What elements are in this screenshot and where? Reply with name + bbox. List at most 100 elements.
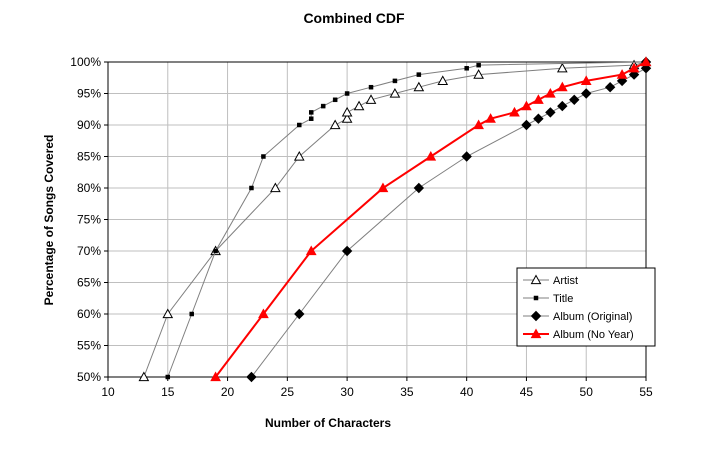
data-point-album-no-year — [473, 119, 484, 130]
data-point-album-no-year — [377, 182, 389, 193]
data-point-album-no-year — [509, 106, 520, 117]
data-point-title — [344, 91, 350, 96]
data-point-album-original — [533, 113, 544, 124]
data-point-artist — [473, 69, 484, 79]
data-point-album-original — [557, 100, 568, 112]
data-point-album-original — [521, 119, 532, 131]
legend-entry-title: Title — [523, 293, 573, 305]
data-point-album-original — [545, 107, 556, 118]
series-group — [138, 56, 652, 383]
chart-title: Combined CDF — [303, 10, 405, 26]
y-tick-label: 65% — [77, 276, 101, 290]
x-tick-label: 30 — [340, 385, 354, 399]
data-point-album-no-year — [533, 94, 544, 104]
data-point-album-no-year — [210, 371, 221, 382]
y-tick-label: 85% — [77, 150, 101, 164]
legend-label: Album (No Year) — [553, 329, 634, 341]
data-point-album-no-year — [580, 75, 592, 85]
y-tick-label: 80% — [77, 181, 101, 195]
x-tick-label: 35 — [400, 385, 414, 399]
data-point-album-no-year — [616, 69, 628, 79]
data-point-artist — [556, 62, 568, 73]
y-tick-label: 55% — [77, 339, 101, 353]
data-point-title — [249, 185, 254, 191]
grid — [108, 62, 646, 377]
y-tick-label: 100% — [70, 55, 101, 69]
legend-marker — [533, 295, 539, 301]
data-point-artist — [353, 100, 365, 111]
x-tick-label: 10 — [101, 385, 115, 399]
data-point-title — [392, 78, 398, 84]
data-point-title — [297, 122, 302, 128]
x-tick-label: 40 — [460, 385, 474, 399]
data-point-album-original — [413, 182, 425, 194]
data-point-artist — [270, 182, 281, 193]
legend-entry-album-no-year: Album (No Year) — [523, 328, 634, 341]
y-tick-label: 90% — [77, 118, 101, 132]
data-point-artist — [329, 119, 341, 130]
data-point-album-original — [461, 151, 472, 162]
data-point-title — [261, 154, 266, 159]
y-tick-label: 50% — [77, 370, 101, 384]
legend-label: Artist — [553, 275, 578, 287]
data-point-artist — [413, 81, 425, 92]
data-point-album-no-year — [305, 245, 317, 256]
data-point-album-original — [341, 245, 353, 257]
y-tick-label: 95% — [77, 87, 101, 101]
data-point-title — [320, 103, 326, 109]
data-point-album-no-year — [485, 113, 496, 123]
data-point-title — [308, 116, 314, 121]
axis-ticks: 10 15 20 25 30 35 40 45 50 55 50% 55% 60% 65% 70% 75% 80… — [70, 55, 653, 399]
data-point-album-original — [604, 81, 616, 93]
data-point-artist — [138, 371, 150, 382]
data-point-album-original — [246, 371, 257, 383]
y-tick-label: 75% — [77, 213, 101, 227]
data-point-title — [165, 374, 171, 380]
data-point-album-no-year — [521, 100, 532, 111]
x-tick-label: 20 — [221, 385, 235, 399]
data-point-artist — [437, 75, 449, 85]
data-point-title — [368, 84, 374, 90]
x-tick-label: 45 — [520, 385, 534, 399]
series-line-album-original — [251, 62, 647, 378]
x-axis-title: Number of Characters — [265, 416, 391, 430]
data-point-album-no-year — [556, 81, 568, 92]
data-point-title — [416, 72, 422, 77]
x-tick-label: 50 — [580, 385, 594, 399]
y-tick-label: 70% — [77, 244, 101, 258]
data-point-artist — [162, 308, 174, 319]
data-point-artist — [365, 94, 377, 104]
data-point-album-original — [294, 308, 305, 320]
x-tick-label: 25 — [281, 385, 295, 399]
data-point-title — [308, 110, 314, 115]
data-point-album-original — [569, 94, 580, 106]
legend-entry-artist: Artist — [523, 274, 578, 287]
legend-label: Title — [553, 293, 573, 305]
data-point-title — [476, 62, 481, 68]
data-point-album-no-year — [640, 56, 652, 67]
x-tick-label: 15 — [161, 385, 175, 399]
data-point-album-no-year — [545, 87, 556, 98]
data-point-artist — [293, 150, 305, 161]
data-point-album-no-year — [258, 308, 269, 319]
y-tick-label: 60% — [77, 307, 101, 321]
series-line-album-no-year — [214, 61, 647, 378]
data-point-title — [213, 248, 218, 254]
legend-marker — [530, 274, 542, 285]
series-artist — [138, 56, 652, 382]
data-point-title — [189, 311, 194, 317]
data-point-artist — [341, 113, 353, 123]
data-point-album-no-year — [425, 150, 437, 161]
legend-marker — [530, 310, 542, 322]
data-point-album-no-year — [628, 62, 640, 73]
x-tick-label: 55 — [639, 385, 653, 399]
series-album-no-year — [210, 56, 652, 382]
data-point-title — [464, 66, 469, 71]
data-point-title — [332, 97, 338, 103]
data-point-artist — [389, 87, 401, 98]
data-point-artist — [341, 106, 353, 117]
legend-label: Album (Original) — [553, 311, 632, 323]
y-axis-title: Percentage of Songs Covered — [42, 135, 56, 306]
legend-entry-album-original: Album (Original) — [523, 310, 632, 323]
